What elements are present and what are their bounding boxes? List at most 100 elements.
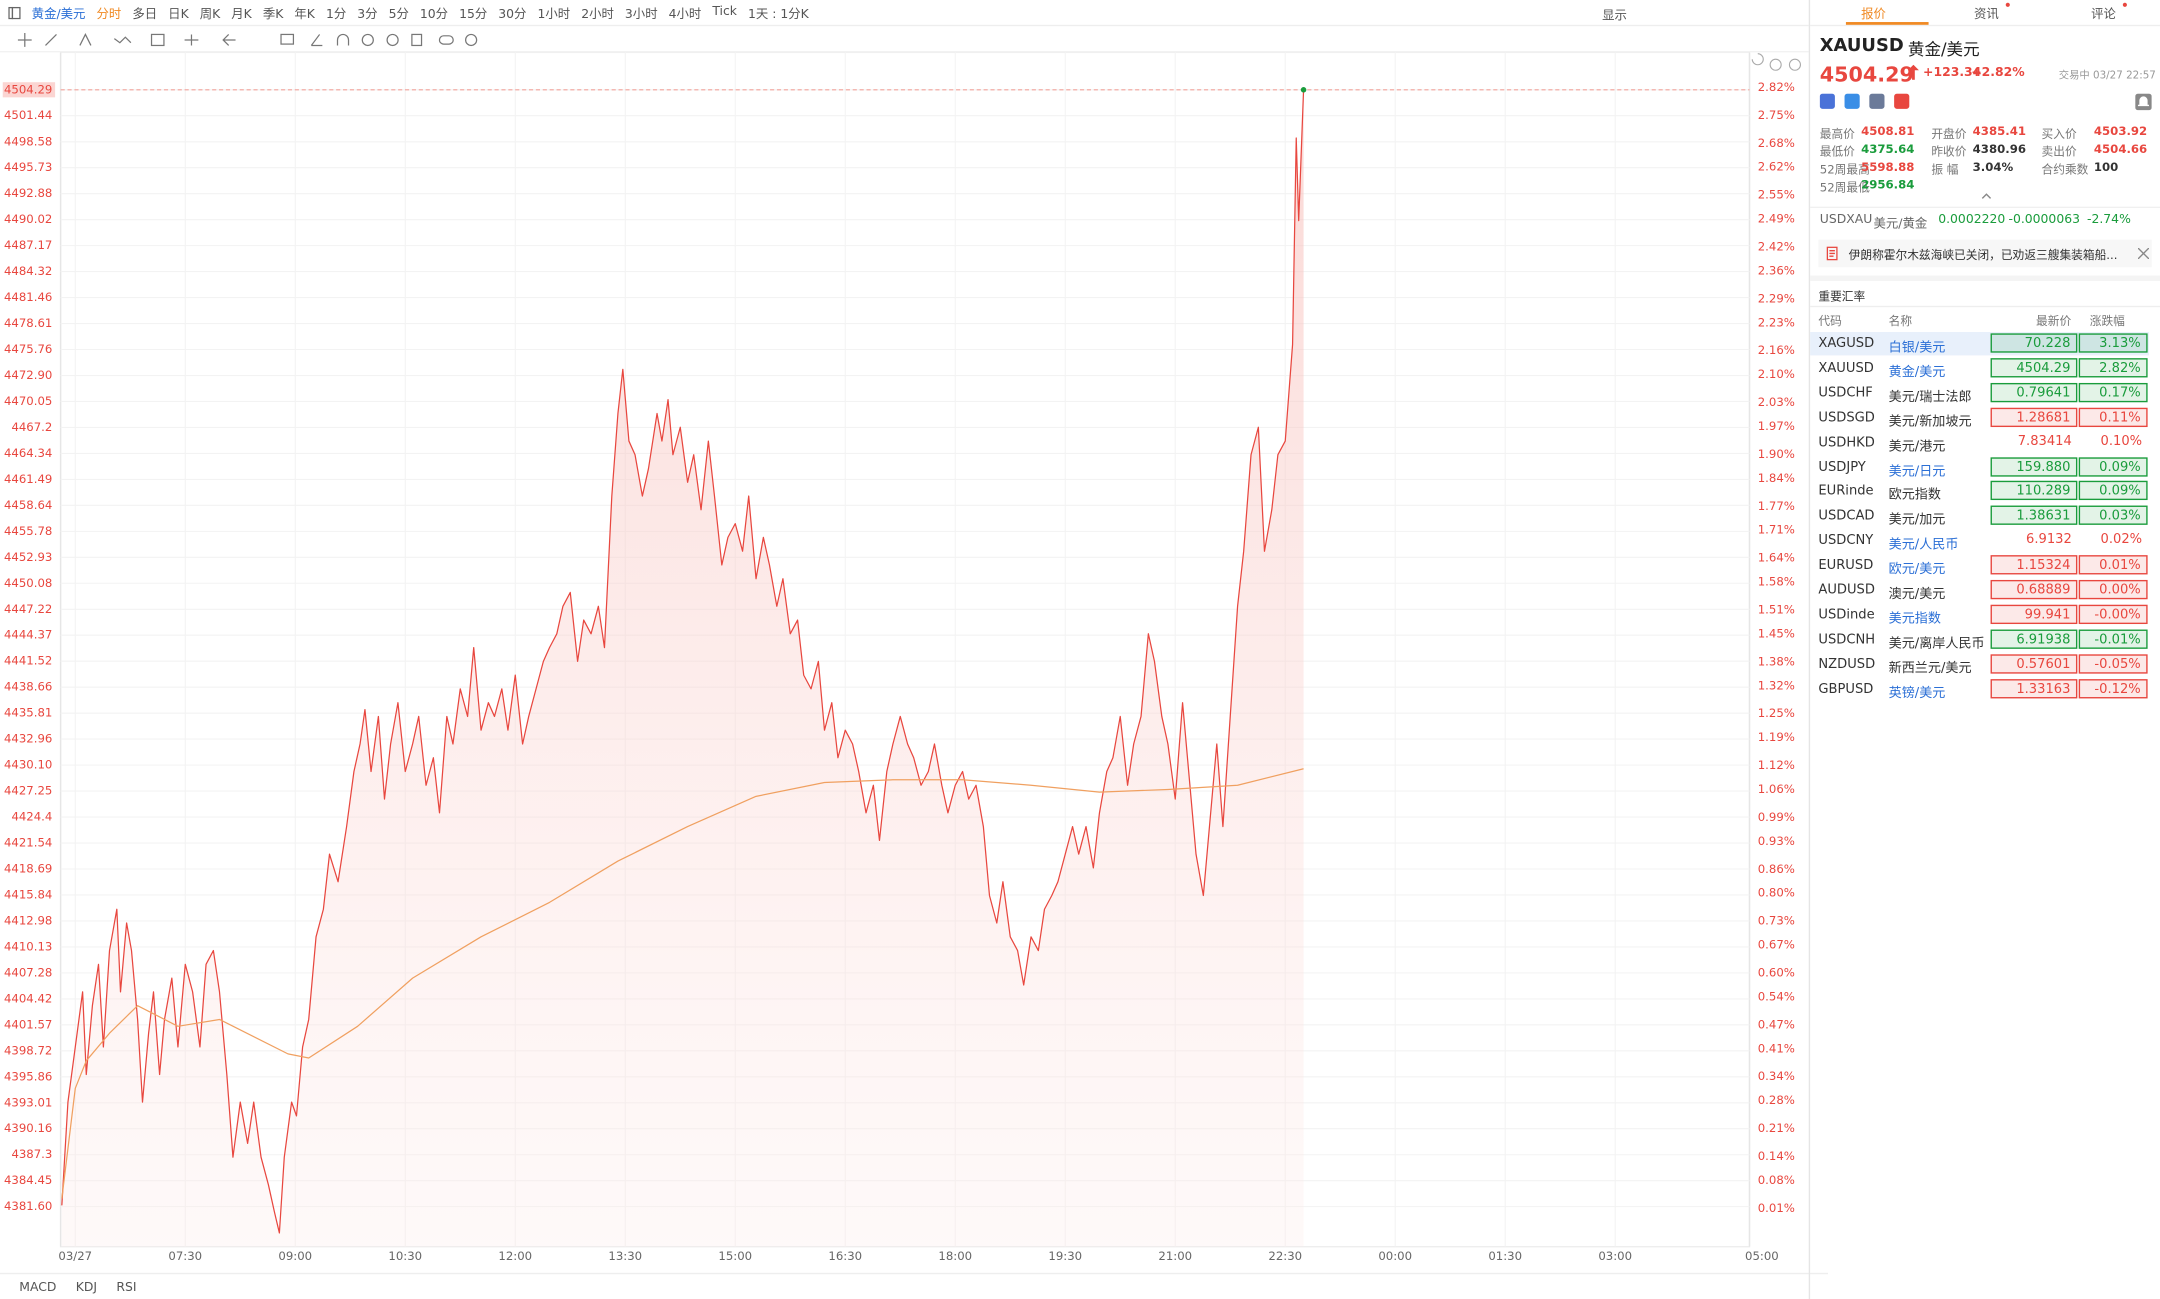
related-name[interactable]: 美元/黄金	[1873, 217, 1928, 232]
line-tool[interactable]	[45, 34, 57, 46]
settings-tool[interactable]	[464, 33, 478, 47]
tab[interactable]: 报价	[1861, 8, 1886, 23]
rate-row[interactable]: USDCNH 美元/离岸人民币 6.91938 -0.01%	[1810, 628, 2149, 651]
rate-change: 0.00%	[2078, 579, 2148, 600]
news-text[interactable]: 伊朗称霍尔木兹海峡已关闭，已劝返三艘集装箱船...	[1848, 249, 2118, 264]
rate-row[interactable]: USDSGD 美元/新加坡元 1.28681 0.11%	[1810, 406, 2149, 429]
rate-name[interactable]: 美元指数	[1888, 611, 1941, 627]
icon[interactable]	[1819, 93, 1835, 109]
table-header[interactable]: 最新价	[2036, 315, 2072, 330]
period[interactable]: 日K	[168, 7, 189, 22]
close-news[interactable]	[2137, 247, 2149, 259]
lock-tool[interactable]	[361, 33, 374, 47]
period[interactable]: 季K	[262, 7, 284, 22]
related-code[interactable]: USDXAU	[1819, 213, 1873, 228]
collapse[interactable]	[1981, 191, 1992, 199]
period[interactable]: 4小时	[668, 7, 702, 22]
rate-row[interactable]: XAUUSD 黄金/美元 4504.29 2.82%	[1810, 357, 2149, 380]
tab[interactable]: 资讯	[1974, 8, 1999, 23]
icon[interactable]	[1894, 93, 1910, 109]
zoom-out-icon[interactable]	[1769, 58, 1782, 71]
period[interactable]: 15分	[459, 7, 488, 22]
rate-row[interactable]: NZDUSD 新西兰元/美元 0.57601 -0.05%	[1810, 653, 2149, 676]
rate-row[interactable]: XAGUSD 白银/美元 70.228 3.13%	[1810, 331, 2149, 356]
indicator[interactable]: KDJ	[75, 1280, 98, 1295]
measure-tool[interactable]	[184, 34, 199, 46]
rate-name[interactable]: 英镑/美元	[1888, 685, 1946, 701]
rect-tool[interactable]	[150, 33, 165, 47]
period[interactable]: 1天 : 1分K	[748, 7, 809, 22]
period[interactable]: 2小时	[581, 7, 614, 22]
rate-name[interactable]: 美元/人民币	[1888, 537, 1959, 553]
period[interactable]: 多日	[132, 7, 158, 22]
news-bar[interactable]	[1818, 239, 2152, 268]
trend-tool[interactable]	[113, 36, 132, 44]
rate-row[interactable]: USDCAD 美元/加元 1.38631 0.03%	[1810, 505, 2149, 528]
y2-tick-label: 1.25%	[1758, 706, 1795, 720]
period[interactable]: 周K	[199, 7, 221, 22]
drawing-toolbar	[0, 28, 1809, 53]
period-toolbar: 黄金/美元 分时 多日 日K 周K 月K 季K 年K 1分 3分 5分 10分 15分 30分 1小时 2小…	[0, 0, 1809, 27]
rate-name[interactable]: 白银/美元	[1888, 340, 1946, 356]
period[interactable]: 10分	[419, 7, 449, 22]
pen-tool[interactable]	[79, 33, 92, 46]
hide-tool[interactable]	[386, 33, 399, 47]
x-tick-label: 09:00	[278, 1249, 312, 1263]
indicator[interactable]: MACD	[19, 1280, 57, 1295]
rate-row[interactable]: GBPUSD 英镑/美元 1.33163 -0.12%	[1810, 677, 2149, 701]
rate-row[interactable]: USDinde 美元指数 99.941 -0.00%	[1810, 603, 2149, 627]
y2-tick-label: 1.06%	[1758, 782, 1795, 796]
note-tool[interactable]	[280, 33, 295, 45]
rate-row[interactable]: EURUSD 欧元/美元 1.15324 0.01%	[1810, 554, 2149, 577]
icon[interactable]	[1869, 93, 1885, 109]
zoom-in-icon[interactable]	[1788, 58, 1802, 71]
divider	[1810, 206, 2160, 209]
delete-tool[interactable]	[411, 33, 423, 47]
period[interactable]: 月K	[231, 7, 252, 22]
link-tool[interactable]	[438, 35, 454, 45]
magnet-tool[interactable]	[336, 33, 350, 46]
angle-tool[interactable]	[310, 34, 323, 47]
indicator[interactable]: RSI	[116, 1280, 137, 1295]
stat-value: 3.04%	[1972, 161, 2014, 175]
rate-name[interactable]: 黄金/美元	[1888, 364, 1946, 381]
period[interactable]: 分时	[96, 7, 122, 22]
y-tick-label: 4421.54	[4, 836, 52, 850]
y-tick-label: 4444.37	[4, 628, 52, 642]
arrow-tool[interactable]	[222, 34, 236, 46]
period[interactable]: Tick	[712, 5, 737, 20]
period[interactable]: 1分	[325, 7, 347, 22]
x-tick-label: 21:00	[1158, 1249, 1192, 1263]
x-tick-label: 15:00	[718, 1249, 752, 1263]
rate-row[interactable]: USDCNY 美元/人民币 6.9132 0.02%	[1810, 529, 2149, 553]
display-menu[interactable]: 显示	[1602, 9, 1627, 24]
rate-price: 4504.29	[1990, 358, 2078, 378]
rate-name[interactable]: 美元/日元	[1888, 463, 1946, 479]
period[interactable]: 3小时	[624, 7, 658, 22]
stat-label: 昨收价	[1931, 146, 1967, 160]
sidebar-icon[interactable]	[8, 6, 21, 19]
rate-code: XAUUSD	[1818, 360, 1874, 376]
y2-tick-label: 1.38%	[1758, 654, 1795, 668]
rate-row[interactable]: EURinde 欧元指数 110.289 0.09%	[1810, 480, 2149, 503]
move-tool[interactable]	[17, 33, 32, 47]
price-chart: 4504.29 4501.44 4498.58 4495.73 4492.88 4490.…	[2, 51, 1802, 1263]
period[interactable]: 30分	[498, 7, 527, 22]
rate-row[interactable]: AUDUSD 澳元/美元 0.68889 0.00%	[1810, 579, 2149, 602]
icon[interactable]	[1844, 93, 1860, 109]
table-header[interactable]: 涨跌幅	[2089, 315, 2125, 330]
rate-row[interactable]: USDHKD 美元/港元 7.83414 0.10%	[1810, 431, 2149, 454]
alert-icon[interactable]	[2135, 93, 2152, 111]
symbol[interactable]: 黄金/美元	[31, 7, 86, 22]
rate-row[interactable]: USDJPY 美元/日元 159.880 0.09%	[1810, 455, 2149, 479]
name: 黄金/美元	[1907, 39, 1980, 60]
period[interactable]: 5分	[388, 7, 409, 22]
period[interactable]: 年K	[294, 7, 315, 22]
tab[interactable]: 评论	[2091, 8, 2116, 23]
rate-name[interactable]: 欧元/美元	[1888, 562, 1946, 578]
period[interactable]: 1小时	[537, 7, 571, 22]
period[interactable]: 3分	[357, 7, 378, 22]
stat-label: 52周最低	[1819, 181, 1870, 196]
rate-row[interactable]: USDCHF 美元/瑞士法郎 0.79641 0.17%	[1810, 381, 2149, 405]
reset-icon[interactable]	[1751, 53, 1764, 66]
